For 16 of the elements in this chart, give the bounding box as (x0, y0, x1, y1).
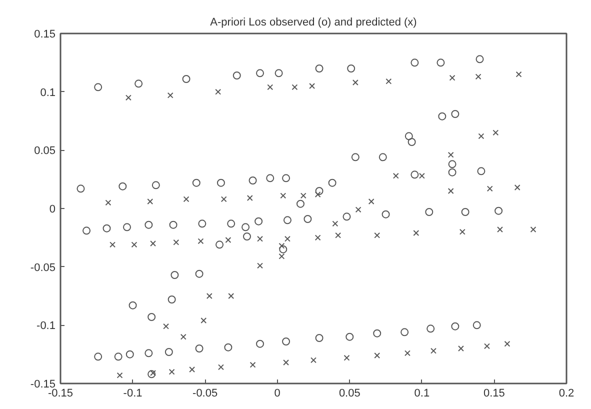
y-tick-label: -0.15 (30, 378, 56, 390)
y-tick-label: 0 (49, 204, 56, 216)
x-tick-label: -0.15 (48, 388, 74, 400)
x-tick-label: 0.2 (558, 388, 574, 400)
x-tick-label: 0.1 (414, 388, 430, 400)
x-tick-label: 0.05 (338, 388, 360, 400)
y-tick-label: -0.05 (30, 262, 56, 274)
y-tick-label: 0.1 (40, 86, 56, 99)
y-tick-label: 0.15 (34, 28, 56, 40)
x-tick-label: -0.05 (192, 388, 218, 400)
y-tick-label: -0.1 (36, 320, 56, 332)
chart-title: A-priori Los observed (o) and predicted (x) (210, 16, 417, 28)
x-tick-label: -0.1 (123, 388, 142, 400)
y-tick-label: 0.05 (34, 145, 56, 158)
x-tick-label: 0.15 (484, 388, 505, 400)
x-tick-label: 0 (274, 388, 280, 400)
